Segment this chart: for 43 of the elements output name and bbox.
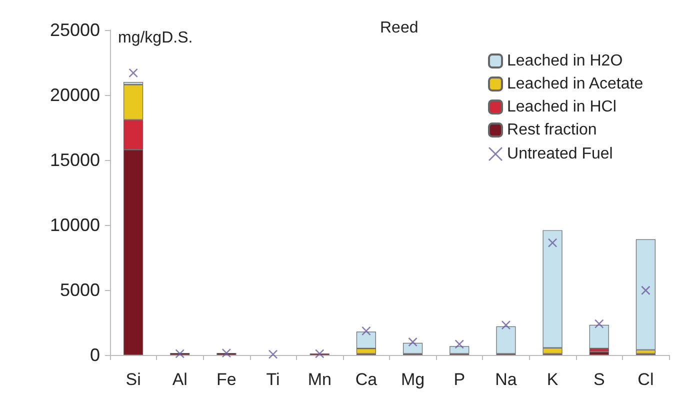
y-tick-label: 0	[90, 345, 100, 365]
point	[128, 68, 138, 78]
x-tick-label: Na	[495, 370, 518, 389]
point	[268, 350, 278, 359]
point	[175, 349, 185, 358]
x-tick-label: Cl	[638, 370, 654, 389]
point	[548, 238, 558, 248]
x-tick-label: Si	[126, 370, 141, 389]
point	[501, 320, 511, 330]
point	[594, 319, 604, 328]
point	[222, 348, 232, 358]
bar	[450, 346, 470, 354]
x-tick-label: Ti	[266, 370, 280, 389]
point	[314, 349, 324, 358]
y-tick-label: 25000	[50, 20, 100, 40]
point	[641, 286, 650, 296]
x-tick-label: K	[546, 370, 559, 389]
legend-label: Leached in H2O	[507, 52, 623, 70]
legend-label: Rest fraction	[507, 122, 597, 138]
x-tick-label: Al	[172, 370, 188, 389]
legend-label: Leached in Acetate	[507, 76, 644, 92]
bar	[636, 239, 656, 350]
x-tick-label: P	[454, 370, 466, 389]
bar	[403, 342, 423, 354]
point	[408, 337, 418, 347]
x-tick-label: Mn	[308, 370, 332, 389]
x-tick-label: Mg	[400, 370, 425, 389]
x-tick-label: Ca	[355, 370, 378, 389]
y-tick-label: 10000	[50, 215, 100, 235]
chart-title: Reed	[380, 20, 418, 36]
x-tick-label: S	[593, 370, 605, 389]
y-axis-title: mg/kgD.S.	[118, 30, 193, 46]
legend-label: Leached in HCl	[507, 98, 616, 116]
point	[454, 340, 464, 349]
legend-label: Untreated Fuel	[507, 146, 613, 162]
bar	[589, 324, 609, 348]
bar	[496, 326, 516, 354]
y-tick-label: 5000	[60, 280, 100, 300]
x-tick-label: Fe	[216, 370, 236, 389]
bar	[589, 352, 609, 355]
point	[362, 326, 371, 336]
y-tick-label: 15000	[50, 150, 100, 170]
y-tick-label: 20000	[50, 85, 100, 105]
